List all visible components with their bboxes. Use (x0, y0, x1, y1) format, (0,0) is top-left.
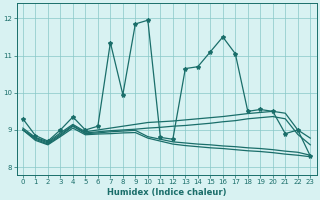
X-axis label: Humidex (Indice chaleur): Humidex (Indice chaleur) (107, 188, 226, 197)
